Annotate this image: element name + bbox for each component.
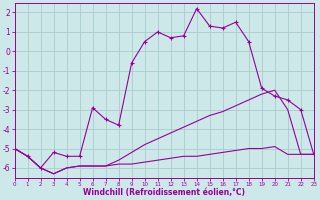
X-axis label: Windchill (Refroidissement éolien,°C): Windchill (Refroidissement éolien,°C): [83, 188, 245, 197]
